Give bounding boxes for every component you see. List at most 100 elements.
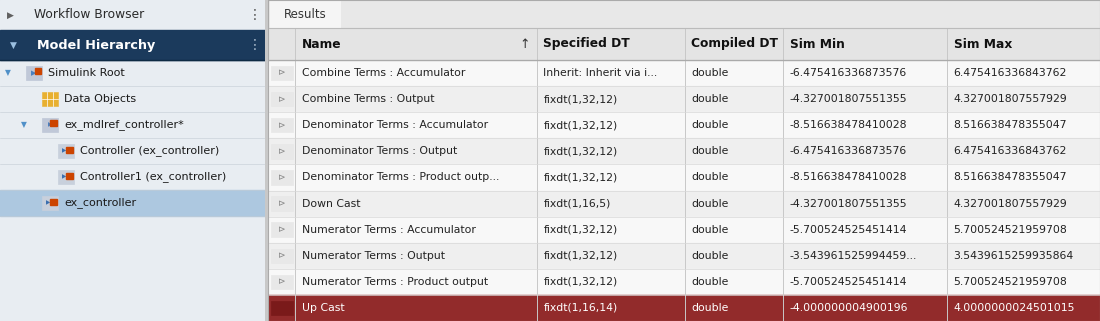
Bar <box>66 173 73 179</box>
Bar <box>268 0 1100 28</box>
Text: ⊳: ⊳ <box>278 225 286 234</box>
Text: -6.475416336873576: -6.475416336873576 <box>790 146 906 156</box>
Text: double: double <box>692 68 729 78</box>
Text: -4.000000004900196: -4.000000004900196 <box>790 303 909 313</box>
Text: Denominator Terms : Accumulator: Denominator Terms : Accumulator <box>302 120 488 130</box>
Text: 3.5439615259935864: 3.5439615259935864 <box>954 251 1074 261</box>
Bar <box>271 118 293 133</box>
Text: Combine Terms : Accumulator: Combine Terms : Accumulator <box>302 68 465 78</box>
Text: ↑: ↑ <box>519 38 529 50</box>
Text: fixdt(1,32,12): fixdt(1,32,12) <box>543 120 617 130</box>
Bar <box>50 120 57 126</box>
Text: 6.475416336843762: 6.475416336843762 <box>954 146 1067 156</box>
Text: -8.516638478410028: -8.516638478410028 <box>790 120 908 130</box>
Bar <box>58 170 74 184</box>
Bar <box>271 170 293 185</box>
Text: -5.700524525451414: -5.700524525451414 <box>790 277 908 287</box>
Text: -4.327001807551355: -4.327001807551355 <box>790 94 908 104</box>
Bar <box>42 118 58 132</box>
Text: double: double <box>692 303 729 313</box>
Text: ⋮: ⋮ <box>248 38 262 52</box>
Text: fixdt(1,32,12): fixdt(1,32,12) <box>543 251 617 261</box>
Bar <box>271 196 293 211</box>
Bar <box>271 92 293 106</box>
Text: 6.475416336843762: 6.475416336843762 <box>954 68 1067 78</box>
Text: ex_controller: ex_controller <box>64 197 136 208</box>
Bar <box>268 269 1100 295</box>
Bar <box>271 275 293 289</box>
Bar <box>50 199 57 205</box>
Text: Compiled DT: Compiled DT <box>692 38 779 50</box>
Text: Model Hierarchy: Model Hierarchy <box>37 39 155 51</box>
Text: ⊳: ⊳ <box>278 147 286 156</box>
Text: ⊳: ⊳ <box>278 199 286 208</box>
Text: ▼: ▼ <box>10 40 16 49</box>
Bar <box>0 0 265 30</box>
Text: Sim Max: Sim Max <box>954 38 1012 50</box>
Text: Controller1 (ex_controller): Controller1 (ex_controller) <box>80 171 227 182</box>
Bar <box>268 28 1100 60</box>
Text: ⊳: ⊳ <box>278 95 286 104</box>
Text: 4.327001807557929: 4.327001807557929 <box>954 199 1067 209</box>
Bar <box>66 147 73 153</box>
Text: Combine Terms : Output: Combine Terms : Output <box>302 94 434 104</box>
Text: double: double <box>692 251 729 261</box>
Bar <box>271 248 293 263</box>
Text: Numerator Terms : Accumulator: Numerator Terms : Accumulator <box>302 225 476 235</box>
Bar <box>271 66 293 80</box>
Text: double: double <box>692 120 729 130</box>
Text: ▶: ▶ <box>47 123 53 127</box>
Text: double: double <box>692 277 729 287</box>
Text: ⊳: ⊳ <box>278 69 286 78</box>
Bar <box>268 60 1100 86</box>
Text: 4.327001807557929: 4.327001807557929 <box>954 94 1067 104</box>
Text: Data Objects: Data Objects <box>64 94 136 104</box>
Text: Inherit: Inherit via i...: Inherit: Inherit via i... <box>543 68 658 78</box>
Text: 5.700524521959708: 5.700524521959708 <box>954 277 1067 287</box>
Text: ex_mdlref_controller*: ex_mdlref_controller* <box>64 119 184 130</box>
Bar <box>271 301 293 315</box>
Text: Specified DT: Specified DT <box>543 38 630 50</box>
Text: ▶: ▶ <box>46 200 51 205</box>
Bar <box>42 196 58 210</box>
Bar <box>271 144 293 159</box>
Bar <box>268 217 1100 243</box>
Bar <box>35 68 41 74</box>
Text: fixdt(1,32,12): fixdt(1,32,12) <box>543 277 617 287</box>
Text: double: double <box>692 225 729 235</box>
Text: Simulink Root: Simulink Root <box>48 68 124 78</box>
Bar <box>268 138 1100 164</box>
Text: ⊳: ⊳ <box>278 121 286 130</box>
Text: Workflow Browser: Workflow Browser <box>34 8 145 22</box>
Bar <box>271 222 293 237</box>
Text: ⊳: ⊳ <box>278 277 286 286</box>
Text: ▶: ▶ <box>31 70 36 76</box>
Bar <box>42 92 58 106</box>
Text: double: double <box>692 172 729 182</box>
Text: fixdt(1,16,5): fixdt(1,16,5) <box>543 199 610 209</box>
Text: fixdt(1,32,12): fixdt(1,32,12) <box>543 94 617 104</box>
Text: ⊳: ⊳ <box>278 173 286 182</box>
Text: 5.700524521959708: 5.700524521959708 <box>954 225 1067 235</box>
Text: ▶: ▶ <box>63 174 66 179</box>
Bar <box>0 190 265 216</box>
Text: ▶: ▶ <box>63 148 66 153</box>
Text: Up Cast: Up Cast <box>302 303 344 313</box>
Text: Name: Name <box>302 38 342 50</box>
Text: ▼: ▼ <box>21 120 26 129</box>
Text: fixdt(1,32,12): fixdt(1,32,12) <box>543 146 617 156</box>
Text: -8.516638478410028: -8.516638478410028 <box>790 172 908 182</box>
Bar <box>26 66 42 80</box>
Text: Sim Min: Sim Min <box>790 38 845 50</box>
Text: fixdt(1,32,12): fixdt(1,32,12) <box>543 225 617 235</box>
Text: Results: Results <box>284 7 327 21</box>
Text: -5.700524525451414: -5.700524525451414 <box>790 225 908 235</box>
Text: -4.327001807551355: -4.327001807551355 <box>790 199 908 209</box>
Text: double: double <box>692 94 729 104</box>
Text: 8.516638478355047: 8.516638478355047 <box>954 120 1067 130</box>
Bar <box>270 0 340 28</box>
Bar <box>268 190 1100 217</box>
Text: ⋮: ⋮ <box>248 8 262 22</box>
Text: -6.475416336873576: -6.475416336873576 <box>790 68 906 78</box>
Text: Numerator Terms : Output: Numerator Terms : Output <box>302 251 446 261</box>
